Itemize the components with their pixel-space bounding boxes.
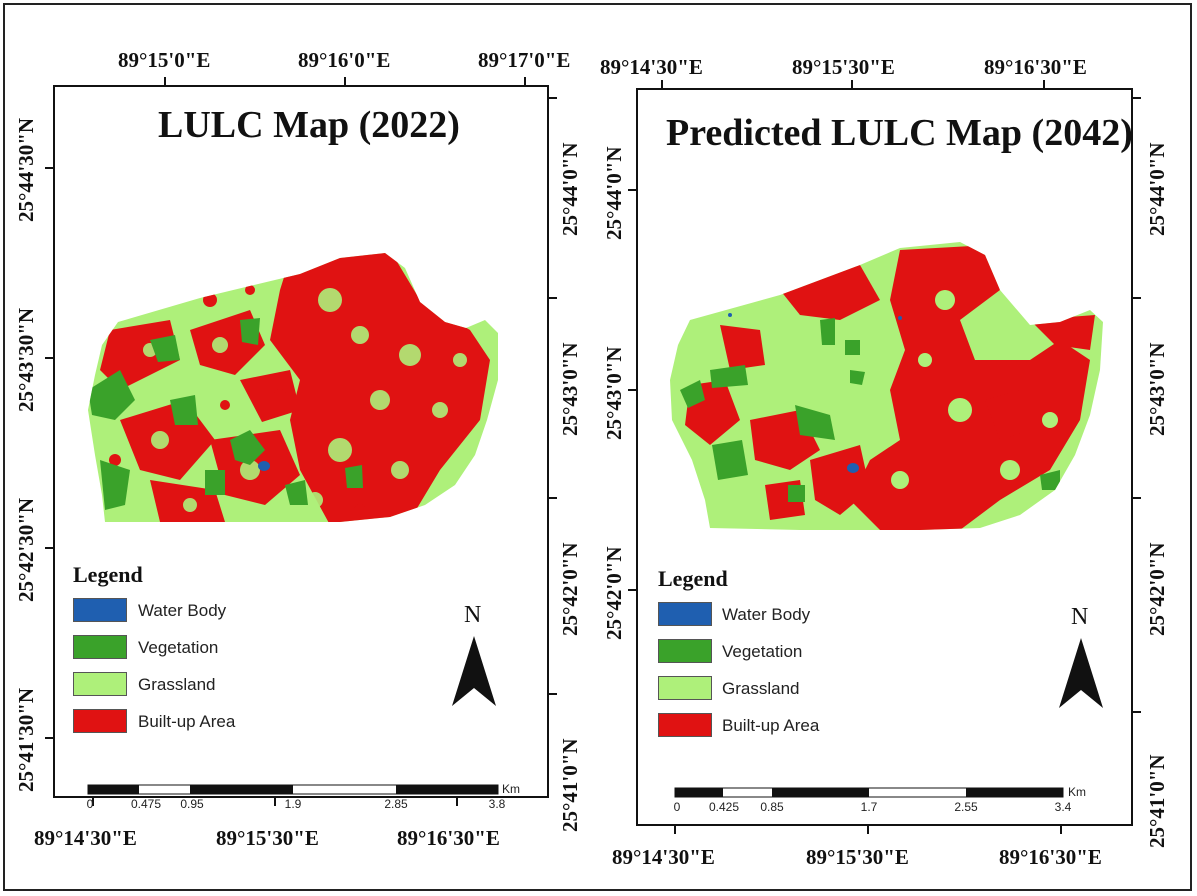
right-north-label: N (1071, 604, 1089, 630)
left-scale-label-4: 2.85 (384, 797, 408, 811)
left-bottom-label-3: 89°16'30"E (397, 826, 500, 850)
left-top-label-2: 89°16'0"E (298, 48, 391, 72)
right-legend-swatch-vegetation (658, 639, 712, 663)
left-bottom-label-1: 89°14'30"E (34, 826, 137, 850)
right-bottom-label-2: 89°15'30"E (806, 845, 909, 869)
left-legend-title: Legend (73, 562, 143, 587)
left-scale-unit: Km (502, 782, 520, 796)
left-legend-swatch-water (73, 598, 127, 622)
left-north-arrow-icon (452, 636, 496, 706)
left-legend-swatch-grassland (73, 672, 127, 696)
right-scale-label-3: 1.7 (860, 800, 878, 814)
right-bottom-label-3: 89°16'30"E (999, 845, 1102, 869)
left-legend-label-water: Water Body (138, 601, 227, 620)
left-legend-label-builtup: Built-up Area (138, 712, 236, 731)
right-scale-label-2: 0.85 (760, 800, 784, 814)
right-legend-label-vegetation: Vegetation (722, 642, 803, 661)
right-legend-label-water: Water Body (722, 605, 811, 624)
right-north-arrow-icon (1059, 638, 1103, 708)
left-legend-label-vegetation: Vegetation (138, 638, 219, 657)
right-legend-label-grassland: Grassland (722, 679, 800, 698)
right-legend-swatch-grassland (658, 676, 712, 700)
right-legend-swatch-builtup (658, 713, 712, 737)
right-top-label-2: 89°15'30"E (792, 55, 895, 79)
right-bottom-label-1: 89°14'30"E (612, 845, 715, 869)
left-scale-label-1: 0.475 (130, 797, 162, 811)
right-legend-title: Legend (658, 566, 728, 591)
right-top-label-1: 89°14'30"E (600, 55, 703, 79)
right-scale-label-5: 3.4 (1054, 800, 1072, 814)
right-top-label-3: 89°16'30"E (984, 55, 1087, 79)
right-legend-label-builtup: Built-up Area (722, 716, 820, 735)
left-scale-label-2: 0.95 (180, 797, 204, 811)
right-legend-swatch-water (658, 602, 712, 626)
left-top-label-1: 89°15'0"E (118, 48, 211, 72)
right-map-patches (670, 242, 1103, 530)
left-scale-bar (87, 784, 499, 795)
right-scale-bar (674, 787, 1064, 798)
right-map-title: Predicted LULC Map (2042) (666, 112, 1133, 154)
left-bottom-label-2: 89°15'30"E (216, 826, 319, 850)
left-scale-label-5: 3.8 (488, 797, 506, 811)
right-scale-label-0: 0 (673, 800, 681, 814)
left-north-label: N (464, 602, 482, 628)
left-top-label-3: 89°17'0"E (478, 48, 571, 72)
right-scale-label-4: 2.55 (954, 800, 978, 814)
left-map-title: LULC Map (2022) (158, 104, 460, 146)
right-scale-label-1: 0.425 (708, 800, 740, 814)
left-legend-swatch-builtup (73, 709, 127, 733)
left-scale-label-3: 1.9 (284, 797, 302, 811)
right-scale-unit: Km (1068, 785, 1086, 799)
left-legend-label-grassland: Grassland (138, 675, 216, 694)
left-scale-label-0: 0 (86, 797, 94, 811)
left-legend-swatch-vegetation (73, 635, 127, 659)
